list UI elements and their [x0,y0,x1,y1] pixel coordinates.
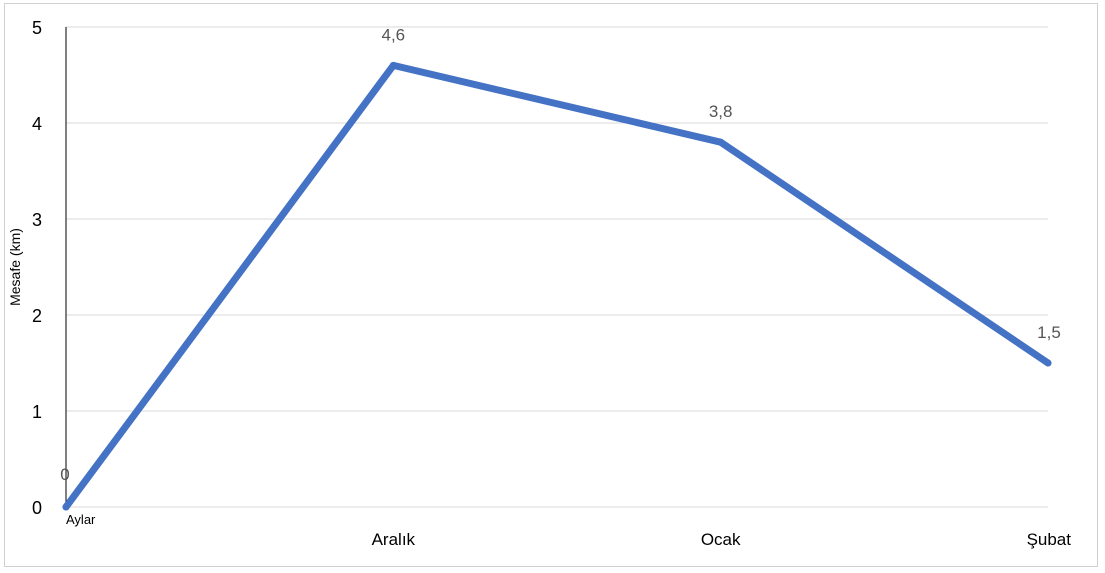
data-points [62,61,1052,511]
data-point [1044,359,1052,367]
y-tick-label: 3 [32,210,42,230]
x-tick-label: Ocak [701,530,741,549]
y-axis-title: Mesafe (km) [7,228,23,306]
data-label: 4,6 [382,25,406,44]
x-tick-label: Şubat [1027,530,1072,549]
data-point [62,503,70,511]
x-tick-labels: Aralık Ocak Şubat [372,530,1072,549]
y-tick-label: 5 [32,18,42,38]
data-label: 3,8 [709,102,733,121]
x-axis-title: Aylar [66,512,96,527]
data-label: 0 [60,465,69,484]
data-label: 1,5 [1037,323,1061,342]
y-tick-label: 0 [32,498,42,518]
chart-frame [4,3,1098,567]
y-tick-label: 1 [32,402,42,422]
x-tick-label: Aralık [372,530,416,549]
y-tick-label: 2 [32,306,42,326]
series-line [62,61,1052,511]
y-tick-label: 4 [32,114,42,134]
data-labels: 0 4,6 3,8 1,5 [60,25,1061,484]
gridlines [66,26,1048,508]
data-point [717,138,725,146]
data-point [389,61,397,69]
y-tick-labels: 0 1 2 3 4 5 [32,18,42,518]
